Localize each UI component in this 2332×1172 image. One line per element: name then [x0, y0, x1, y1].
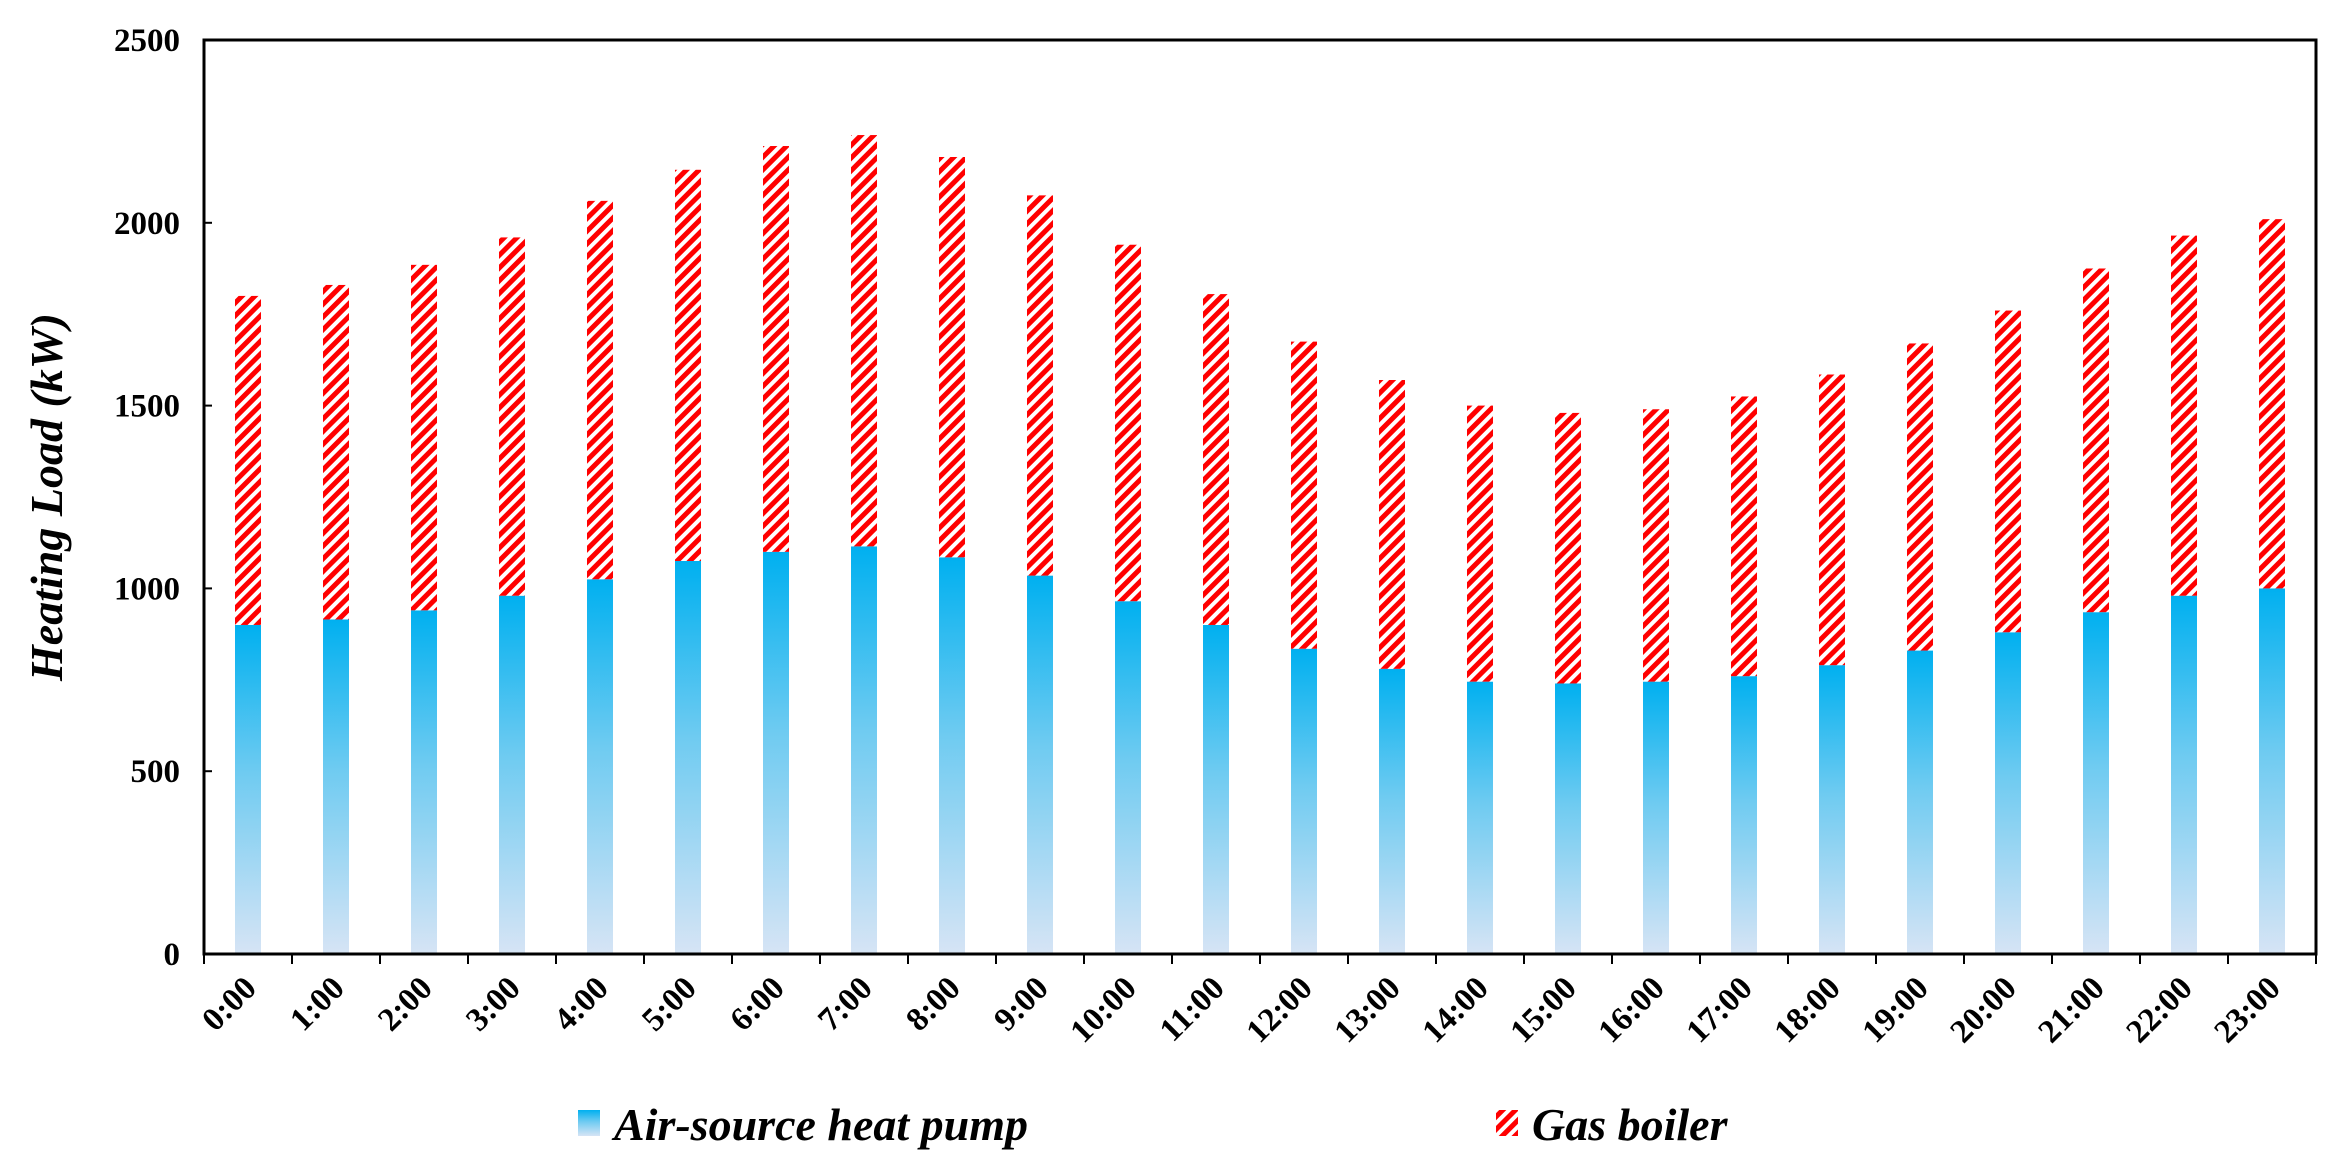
bar-gas-boiler-17	[1731, 396, 1757, 677]
bar-gas-boiler-19	[1907, 343, 1933, 651]
legend-item-air-source-heat-pump: Air-source heat pump	[578, 1099, 1028, 1150]
x-tick-label-12: 12:00	[1240, 970, 1320, 1050]
y-tick-label-3: 1500	[114, 389, 180, 425]
legend-item-gas-boiler: Gas boiler	[1496, 1099, 1729, 1150]
bar-gas-boiler-8	[939, 156, 965, 558]
x-tick-label-0: 0:00	[195, 970, 263, 1038]
x-tick-label-14: 14:00	[1416, 970, 1496, 1050]
bar-gas-boiler-10	[1115, 244, 1141, 602]
bar-air-source-heat-pump-20	[1995, 632, 2021, 954]
bar-air-source-heat-pump-9	[1027, 575, 1053, 954]
legend: Air-source heat pump Gas boiler	[578, 1099, 1729, 1150]
x-tick-label-4: 4:00	[547, 970, 615, 1038]
x-tick-label-20: 20:00	[1944, 970, 2024, 1050]
bar-air-source-heat-pump-12	[1291, 648, 1317, 954]
y-tick-label-0: 0	[164, 937, 181, 973]
bar-gas-boiler-21	[2083, 268, 2109, 613]
bar-air-source-heat-pump-5	[675, 560, 701, 954]
bar-gas-boiler-18	[1819, 374, 1845, 666]
x-tick-label-8: 8:00	[899, 970, 967, 1038]
bar-gas-boiler-22	[2171, 235, 2197, 596]
bar-gas-boiler-12	[1291, 341, 1317, 649]
bar-air-source-heat-pump-19	[1907, 650, 1933, 954]
bar-air-source-heat-pump-11	[1203, 624, 1229, 954]
x-tick-label-5: 5:00	[635, 970, 703, 1038]
bar-air-source-heat-pump-3	[499, 595, 525, 954]
y-tick-label-1: 500	[131, 754, 181, 790]
x-tick-label-11: 11:00	[1153, 970, 1232, 1049]
bars-layer	[235, 135, 2285, 954]
x-tick-label-17: 17:00	[1680, 970, 1760, 1050]
x-tick-label-2: 2:00	[371, 970, 439, 1038]
legend-swatch-gas-boiler	[1496, 1110, 1518, 1136]
x-tick-label-10: 10:00	[1064, 970, 1144, 1050]
x-tick-label-13: 13:00	[1328, 970, 1408, 1050]
y-axis-title: Heating Load (kW)	[21, 313, 72, 682]
bar-air-source-heat-pump-8	[939, 557, 965, 954]
bar-air-source-heat-pump-16	[1643, 681, 1669, 954]
x-tick-label-6: 6:00	[723, 970, 791, 1038]
bar-gas-boiler-23	[2259, 219, 2285, 589]
bar-air-source-heat-pump-13	[1379, 668, 1405, 954]
x-tick-label-9: 9:00	[987, 970, 1055, 1038]
bar-gas-boiler-2	[411, 264, 437, 611]
bar-gas-boiler-14	[1467, 405, 1493, 682]
y-tick-label-5: 2500	[114, 23, 180, 59]
bar-gas-boiler-5	[675, 169, 701, 561]
bar-gas-boiler-7	[851, 135, 877, 547]
x-tick-label-23: 23:00	[2208, 970, 2288, 1050]
y-axis: 0 500 1000 1500 2000 2500	[114, 23, 212, 973]
bar-gas-boiler-13	[1379, 380, 1405, 669]
bar-gas-boiler-11	[1203, 294, 1229, 625]
x-tick-label-7: 7:00	[811, 970, 879, 1038]
bar-air-source-heat-pump-23	[2259, 588, 2285, 954]
x-tick-label-15: 15:00	[1504, 970, 1584, 1050]
bar-air-source-heat-pump-21	[2083, 612, 2109, 954]
bar-gas-boiler-0	[235, 295, 261, 625]
bar-gas-boiler-3	[499, 237, 525, 596]
y-tick-label-2: 1000	[114, 571, 180, 607]
bar-gas-boiler-15	[1555, 412, 1581, 684]
x-tick-label-18: 18:00	[1768, 970, 1848, 1050]
x-axis: 0:00 1:00 2:00 3:00 4:00 5:00 6:00 7:00 8:00 9:00…	[195, 954, 2317, 1050]
x-tick-label-3: 3:00	[459, 970, 527, 1038]
bar-gas-boiler-6	[763, 146, 789, 552]
bar-air-source-heat-pump-0	[235, 624, 261, 954]
legend-label-gas-boiler: Gas boiler	[1532, 1099, 1729, 1150]
bar-gas-boiler-20	[1995, 310, 2021, 633]
x-tick-label-16: 16:00	[1592, 970, 1672, 1050]
bar-air-source-heat-pump-2	[411, 610, 437, 954]
legend-label-air-source-heat-pump: Air-source heat pump	[611, 1099, 1028, 1150]
bar-air-source-heat-pump-6	[763, 551, 789, 954]
bar-air-source-heat-pump-15	[1555, 683, 1581, 954]
x-tick-label-22: 22:00	[2120, 970, 2200, 1050]
bar-air-source-heat-pump-4	[587, 579, 613, 954]
bar-gas-boiler-1	[323, 284, 349, 620]
legend-swatch-air-source-heat-pump	[578, 1110, 600, 1136]
bar-air-source-heat-pump-14	[1467, 681, 1493, 954]
bar-air-source-heat-pump-7	[851, 546, 877, 954]
bar-air-source-heat-pump-10	[1115, 601, 1141, 954]
bar-gas-boiler-16	[1643, 409, 1669, 682]
x-tick-label-1: 1:00	[283, 970, 351, 1038]
bar-gas-boiler-9	[1027, 195, 1053, 576]
bar-air-source-heat-pump-1	[323, 619, 349, 954]
x-tick-label-19: 19:00	[1856, 970, 1936, 1050]
bar-air-source-heat-pump-18	[1819, 665, 1845, 954]
bar-air-source-heat-pump-22	[2171, 595, 2197, 954]
bar-air-source-heat-pump-17	[1731, 676, 1757, 954]
y-tick-label-4: 2000	[114, 206, 180, 242]
bar-gas-boiler-4	[587, 200, 613, 580]
x-tick-label-21: 21:00	[2032, 970, 2112, 1050]
